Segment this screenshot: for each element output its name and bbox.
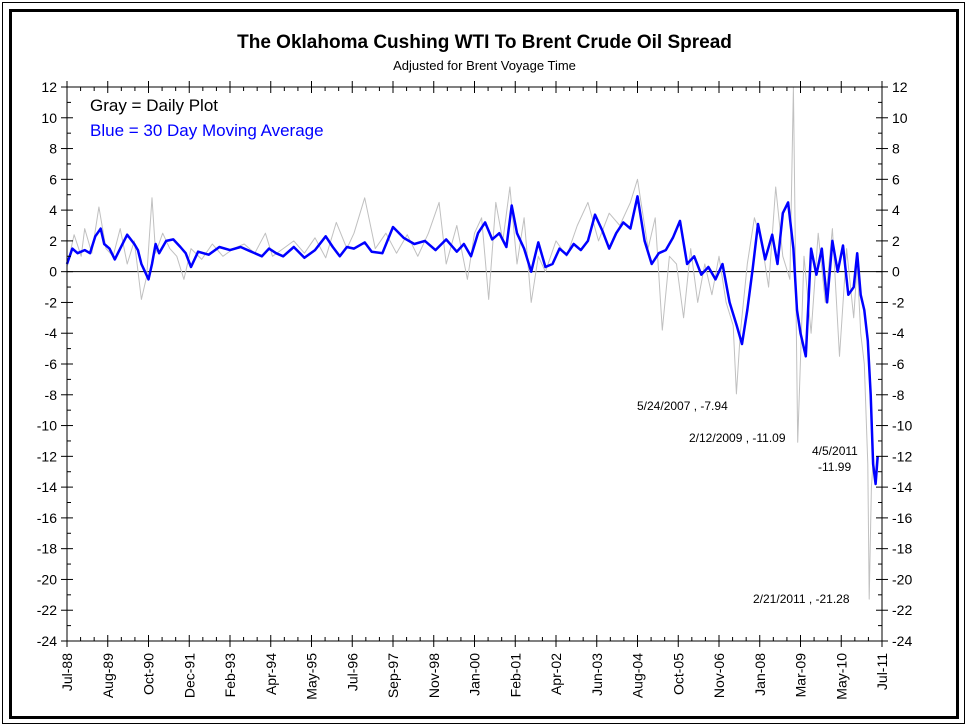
x-tick-label: Apr-94	[263, 653, 279, 695]
annotation-2007-low: 5/24/2007 , -7.94	[637, 399, 728, 413]
x-tick-label: Dec-91	[181, 653, 197, 698]
y-tick-label-left: 4	[49, 202, 57, 218]
x-tick-label: Apr-02	[548, 653, 564, 695]
y-tick-label-left: -2	[45, 294, 58, 310]
x-tick-label: Nov-06	[711, 653, 727, 698]
annotation-2011-april-value: -11.99	[818, 460, 851, 474]
y-tick-label-left: 8	[49, 141, 57, 157]
x-tick-label: May-10	[833, 653, 849, 700]
x-tick-label: Jan-00	[467, 653, 483, 696]
series-daily-plot-line	[66, 86, 878, 600]
x-tick-label: Jan-08	[752, 653, 768, 696]
plot-area	[65, 86, 882, 600]
x-tick-label: Jul-88	[59, 653, 75, 691]
y-tick-label-right: -4	[892, 325, 905, 341]
x-tick-label: Jul-96	[344, 653, 360, 691]
annotation-2011-low: 2/21/2011 , -21.28	[753, 592, 850, 606]
y-tick-label-left: -22	[37, 602, 57, 618]
y-tick-label-left: -14	[37, 479, 57, 495]
y-tick-label-left: -12	[37, 448, 57, 464]
y-tick-label-right: -22	[892, 602, 912, 618]
y-tick-label-left: -18	[37, 541, 57, 557]
annotation-2011-april-date: 4/5/2011	[812, 444, 858, 458]
y-tick-label-left: 2	[49, 233, 57, 249]
legend: Gray = Daily Plot Blue = 30 Day Moving A…	[90, 96, 324, 140]
x-tick-label: Aug-89	[100, 653, 116, 698]
y-tick-label-right: 6	[892, 171, 900, 187]
x-tick-label: Jun-03	[589, 653, 605, 696]
x-tick-label: Feb-01	[507, 653, 523, 698]
y-tick-label-right: 2	[892, 233, 900, 249]
y-tick-label-right: -2	[892, 294, 905, 310]
y-tick-label-left: -20	[37, 571, 57, 587]
axes: 12 12 10 10 8 8 6 6 4 4 2 2 0 0 -2 -2 -4 -4 -6 -6 -8 -8 -10 -10…	[37, 79, 913, 700]
annotation-2009-low: 2/12/2009 , -11.09	[689, 431, 786, 445]
annotations: 5/24/2007 , -7.94 2/12/2009 , -11.09 4/5…	[637, 399, 858, 606]
y-tick-label-left: 12	[41, 79, 57, 95]
y-tick-label-right: -18	[892, 541, 912, 557]
x-tick-label: Feb-93	[222, 653, 238, 698]
y-tick-label-right: -20	[892, 571, 912, 587]
y-tick-label-right: 12	[892, 79, 908, 95]
chart-subtitle: Adjusted for Brent Voyage Time	[393, 58, 576, 73]
y-tick-label-right: -10	[892, 418, 912, 434]
x-tick-label: Aug-04	[630, 653, 646, 698]
y-tick-label-right: 10	[892, 110, 908, 126]
x-tick-label: Mar-09	[793, 653, 809, 698]
x-tick-label: Nov-98	[426, 653, 442, 698]
y-tick-label-right: -6	[892, 356, 905, 372]
y-tick-label-right: 4	[892, 202, 900, 218]
y-tick-label-left: -24	[37, 633, 57, 649]
y-tick-label-right: -8	[892, 387, 905, 403]
y-tick-label-left: 6	[49, 171, 57, 187]
y-tick-label-right: -16	[892, 510, 912, 526]
chart-frame	[9, 9, 959, 719]
x-tick-label: Oct-05	[670, 653, 686, 695]
y-tick-label-right: -24	[892, 633, 912, 649]
y-tick-label-left: -6	[45, 356, 58, 372]
x-tick-label: May-95	[304, 653, 320, 700]
y-tick-label-left: 0	[49, 264, 57, 280]
chart-title: The Oklahoma Cushing WTI To Brent Crude …	[237, 32, 732, 53]
y-tick-label-right: 0	[892, 264, 900, 280]
x-tick-label: Jul-11	[874, 653, 890, 690]
y-tick-label-right: -12	[892, 448, 912, 464]
y-tick-label-left: -10	[37, 418, 57, 434]
x-tick-label: Sep-97	[385, 653, 401, 698]
y-tick-label-right: -14	[892, 479, 912, 495]
legend-daily-plot: Gray = Daily Plot	[90, 96, 218, 115]
y-tick-label-right: 8	[892, 141, 900, 157]
y-tick-label-left: -16	[37, 510, 57, 526]
legend-moving-average: Blue = 30 Day Moving Average	[90, 121, 324, 140]
y-tick-label-left: 10	[41, 110, 57, 126]
y-tick-label-left: -4	[45, 325, 58, 341]
x-tick-label: Oct-90	[141, 653, 157, 695]
y-tick-label-left: -8	[45, 387, 58, 403]
